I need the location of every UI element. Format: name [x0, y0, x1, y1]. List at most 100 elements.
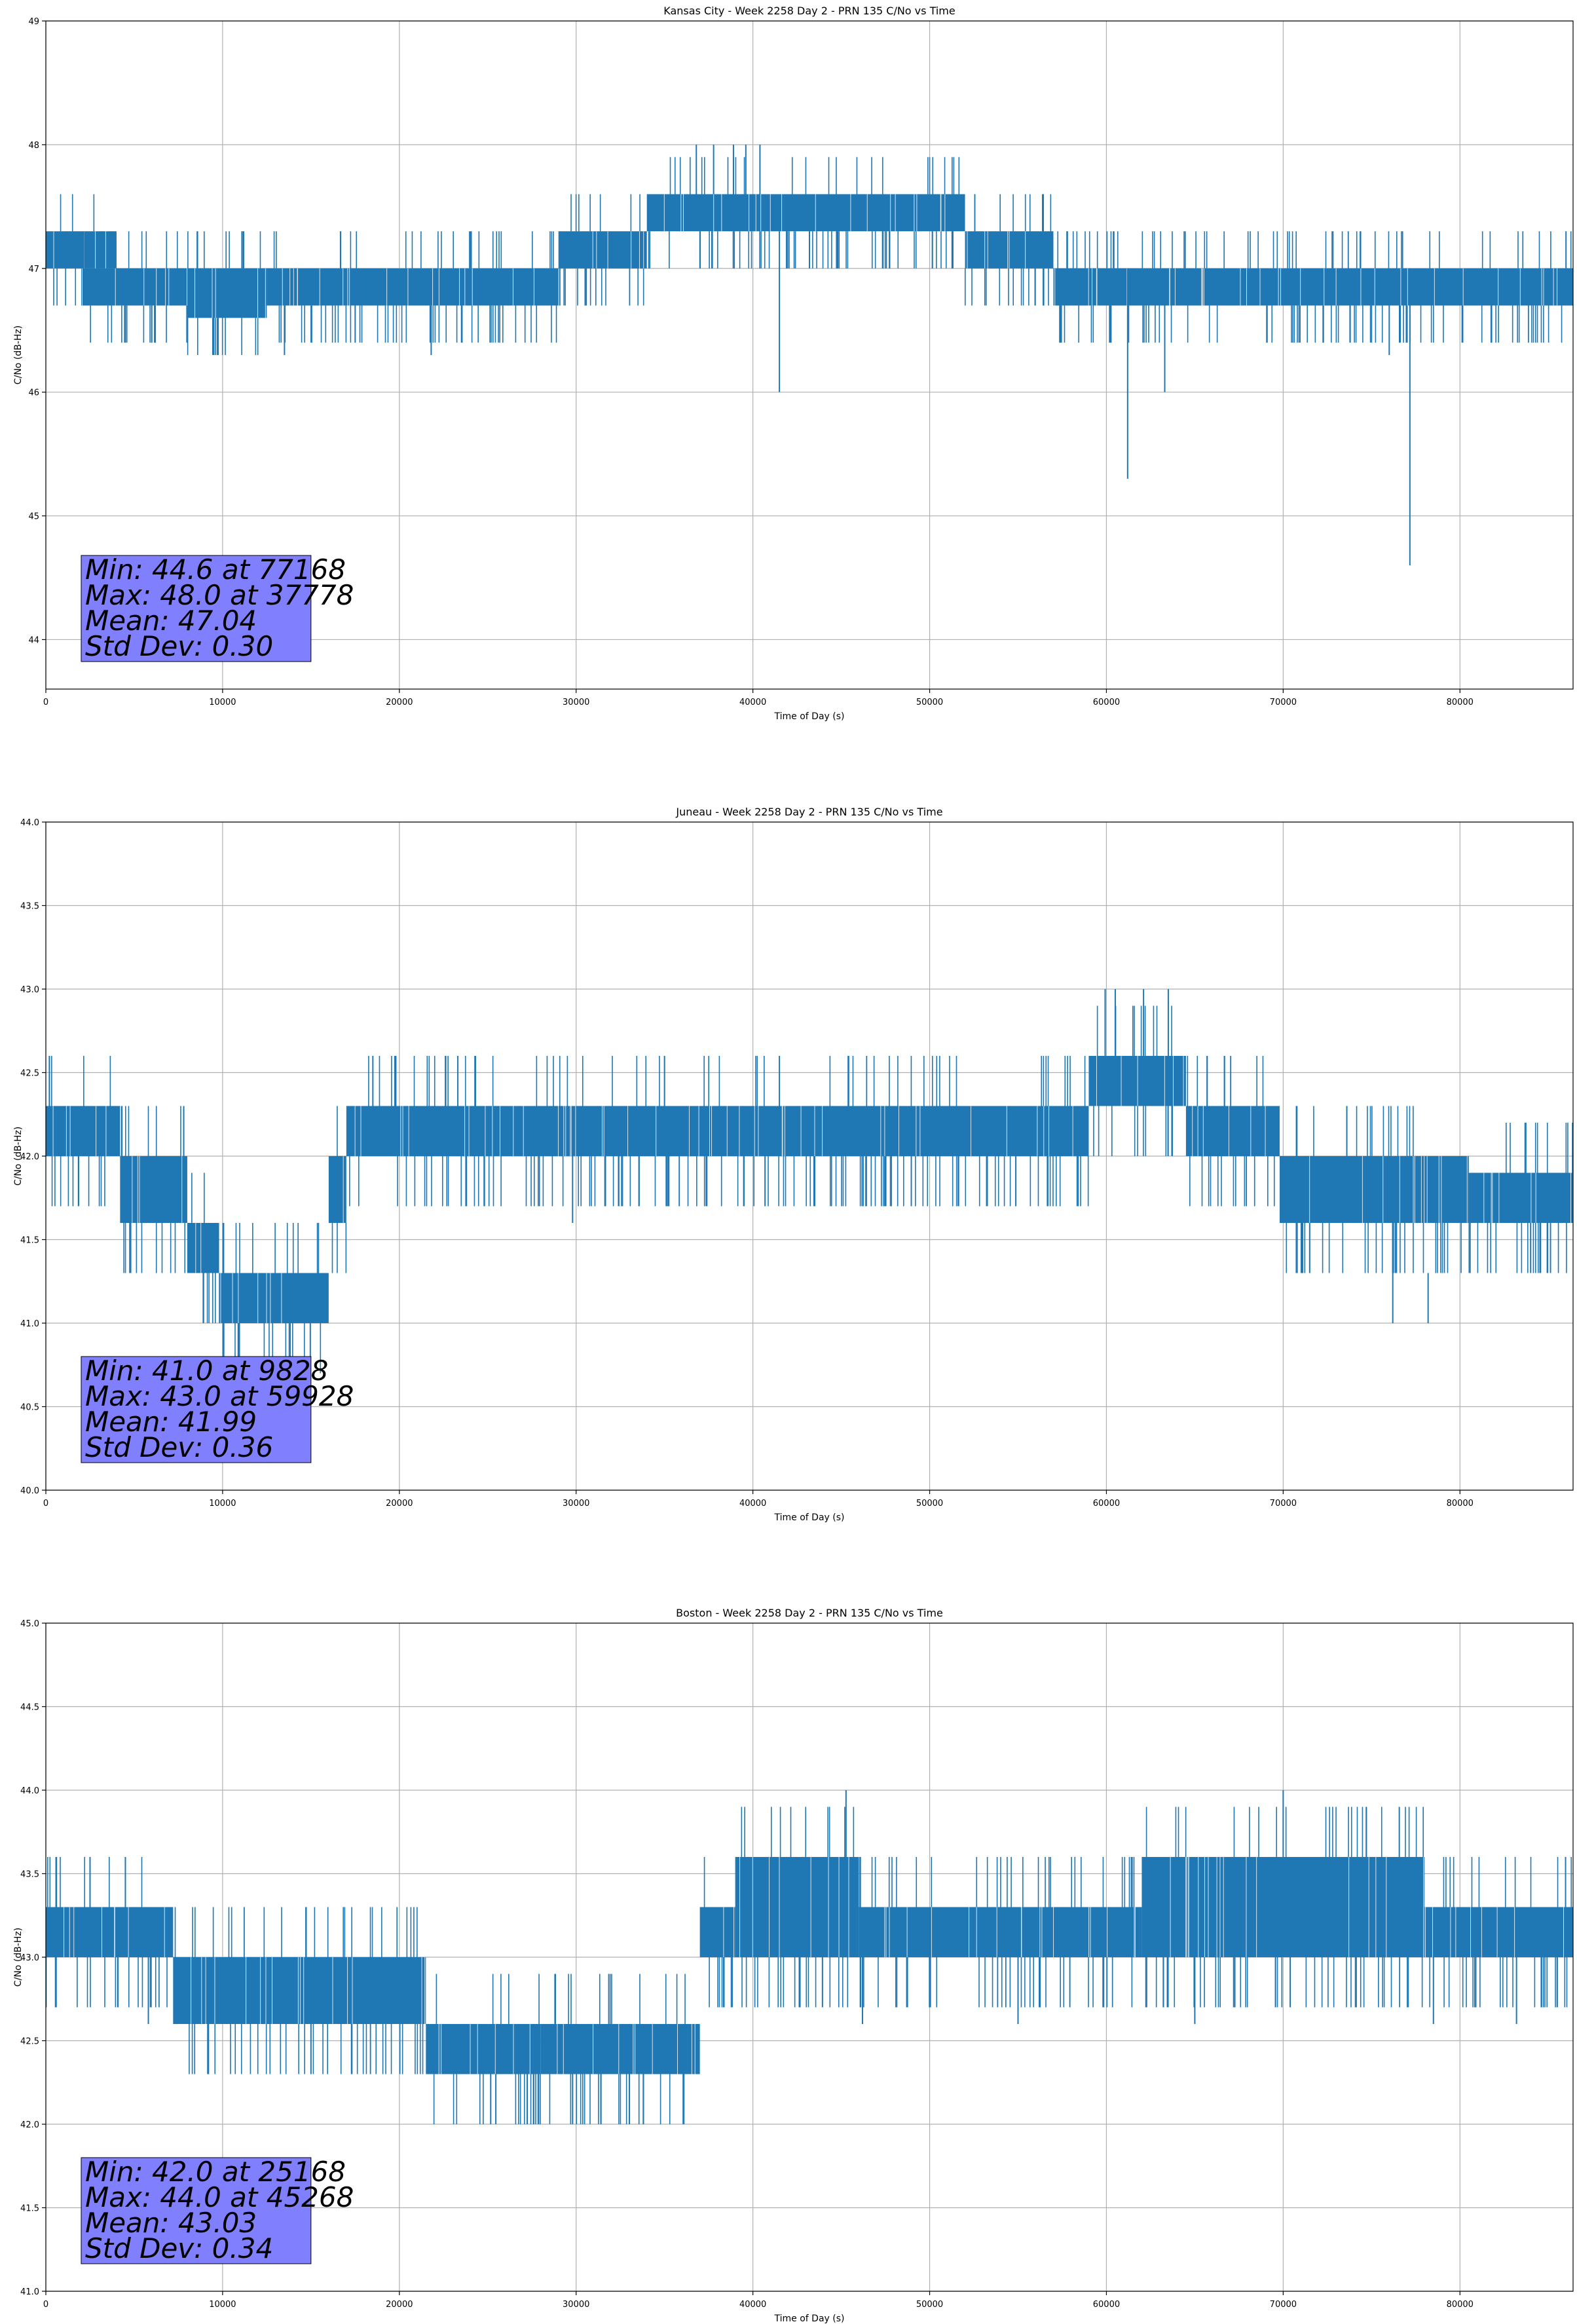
stats-line: Std Dev: 0.30 [85, 630, 273, 662]
x-tick-label: 60000 [1093, 1499, 1120, 1509]
data-band [81, 268, 187, 306]
x-axis-label: Time of Day (s) [774, 711, 845, 722]
x-tick-label: 20000 [386, 1499, 413, 1509]
series-line [46, 1790, 1573, 2124]
x-tick-label: 30000 [563, 2300, 589, 2310]
x-tick-label: 10000 [209, 698, 236, 707]
y-tick-label: 46 [28, 388, 39, 398]
data-band [426, 2024, 541, 2074]
stats-line: Max: 43.0 at 59928 [85, 1380, 354, 1412]
x-tick-label: 80000 [1447, 1499, 1474, 1509]
data-band [267, 268, 559, 306]
y-axis-label: C/No (dB-Hz) [13, 1928, 24, 1987]
data-band [1424, 1907, 1573, 1957]
x-tick-label: 40000 [739, 2300, 766, 2310]
y-tick-label: 41.0 [20, 1319, 39, 1329]
y-tick-label: 45.0 [20, 1619, 39, 1629]
data-band [46, 1907, 174, 1957]
data-band [1141, 1857, 1425, 1957]
y-tick-label: 45 [28, 512, 39, 522]
stats-box [81, 2157, 312, 2264]
data-band [859, 1907, 1142, 1957]
y-tick-label: 48 [28, 141, 39, 151]
chart-panel-2: 0 10000 20000 30000 40000 50000 60000 70000 8000… [13, 1607, 1574, 2324]
y-tick-label: 41.0 [20, 2287, 39, 2297]
data-band [219, 1273, 329, 1323]
y-tick-label: 40.0 [20, 1486, 39, 1496]
y-tick-label: 42.0 [20, 2120, 39, 2130]
chart-panel-0: 0 10000 20000 30000 40000 50000 60000 70000 8000… [13, 5, 1574, 722]
y-axis-label: C/No (dB-Hz) [13, 1127, 24, 1186]
data-band [328, 1156, 346, 1223]
series-line [46, 144, 1573, 566]
data-band [1279, 1156, 1469, 1223]
stats-line: Max: 48.0 at 37778 [85, 579, 354, 611]
y-tick-label: 43.0 [20, 1953, 39, 1963]
x-tick-label: 50000 [916, 2300, 943, 2310]
y-tick-label: 42.0 [20, 1152, 39, 1162]
stats-line: Min: 41.0 at 9828 [85, 1355, 328, 1387]
stats-line: Mean: 43.03 [85, 2207, 257, 2239]
x-tick-label: 50000 [916, 1499, 943, 1509]
x-tick-label: 70000 [1270, 2300, 1297, 2310]
axes-frame [45, 20, 1574, 690]
x-axis-label: Time of Day (s) [774, 1512, 845, 1523]
data-band [1185, 1106, 1280, 1156]
x-tick-label: 50000 [916, 698, 943, 707]
y-tick-label: 43.5 [20, 902, 39, 912]
x-tick-label: 40000 [739, 698, 766, 707]
y-axis-label: C/No (dB-Hz) [13, 326, 24, 384]
stats-box [81, 555, 312, 662]
x-tick-label: 0 [43, 698, 48, 707]
x-tick-label: 10000 [209, 1499, 236, 1509]
x-tick-label: 60000 [1093, 2300, 1120, 2310]
y-tick-label: 49 [28, 17, 39, 27]
data-band [699, 1907, 735, 1957]
y-tick-label: 41.5 [20, 1236, 39, 1246]
x-tick-label: 20000 [386, 698, 413, 707]
data-band [646, 194, 965, 232]
y-tick-label: 42.5 [20, 2037, 39, 2047]
data-band [173, 1957, 426, 2024]
data-band [735, 1857, 859, 1957]
stats-line: Max: 44.0 at 45268 [85, 2181, 354, 2213]
stats-line: Std Dev: 0.36 [85, 1431, 273, 1463]
x-tick-label: 0 [43, 2300, 48, 2310]
stats-line: Min: 44.6 at 77168 [85, 553, 346, 586]
stats-line: Std Dev: 0.34 [85, 2232, 273, 2264]
y-tick-label: 44.0 [20, 818, 39, 828]
x-tick-label: 70000 [1270, 698, 1297, 707]
x-tick-label: 10000 [209, 2300, 236, 2310]
data-band [346, 1106, 1089, 1156]
stats-line: Mean: 47.04 [85, 605, 257, 637]
chart-title: Kansas City - Week 2258 Day 2 - PRN 135 … [663, 5, 955, 17]
data-band [187, 268, 267, 318]
x-tick-label: 60000 [1093, 698, 1120, 707]
y-tick-label: 43.0 [20, 985, 39, 995]
y-tick-label: 42.5 [20, 1069, 39, 1079]
x-tick-label: 30000 [563, 1499, 589, 1509]
stats-line: Min: 42.0 at 25168 [85, 2156, 346, 2188]
y-tick-label: 44.0 [20, 1786, 39, 1796]
x-tick-label: 70000 [1270, 1499, 1297, 1509]
x-tick-label: 20000 [386, 2300, 413, 2310]
data-band [187, 1223, 219, 1273]
data-band [1468, 1172, 1573, 1223]
stats-line: Mean: 41.99 [85, 1406, 257, 1438]
y-tick-label: 40.5 [20, 1403, 39, 1413]
chart-panel-1: 0 10000 20000 30000 40000 50000 60000 70000 8000… [13, 806, 1574, 1523]
stats-box [81, 1356, 312, 1463]
x-tick-label: 30000 [563, 698, 589, 707]
x-tick-label: 40000 [739, 1499, 766, 1509]
data-band [46, 231, 117, 269]
series-line [46, 989, 1573, 1374]
y-tick-label: 44.5 [20, 1703, 39, 1713]
data-band [558, 231, 647, 269]
x-tick-label: 80000 [1447, 2300, 1474, 2310]
y-tick-label: 47 [28, 265, 39, 274]
data-band [540, 2024, 700, 2074]
x-tick-label: 80000 [1447, 698, 1474, 707]
x-tick-label: 0 [43, 1499, 48, 1509]
y-tick-label: 43.5 [20, 1870, 39, 1880]
